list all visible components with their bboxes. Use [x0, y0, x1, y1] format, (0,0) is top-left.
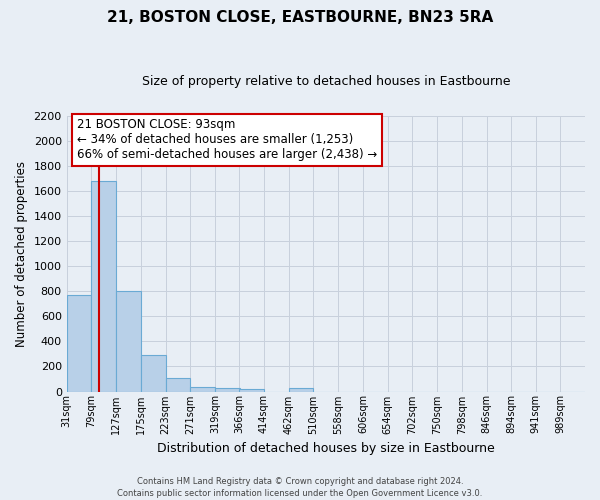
Y-axis label: Number of detached properties: Number of detached properties: [15, 160, 28, 346]
Text: Contains HM Land Registry data © Crown copyright and database right 2024.: Contains HM Land Registry data © Crown c…: [137, 477, 463, 486]
Bar: [67, 295, 91, 392]
Text: 21, BOSTON CLOSE, EASTBOURNE, BN23 5RA: 21, BOSTON CLOSE, EASTBOURNE, BN23 5RA: [107, 10, 493, 25]
X-axis label: Distribution of detached houses by size in Eastbourne: Distribution of detached houses by size …: [157, 442, 495, 455]
Bar: [190, 386, 215, 392]
Bar: [141, 355, 166, 392]
Bar: [91, 181, 116, 392]
Bar: [116, 291, 141, 392]
Bar: [166, 378, 190, 392]
Bar: [289, 388, 313, 392]
Text: 21 BOSTON CLOSE: 93sqm
← 34% of detached houses are smaller (1,253)
66% of semi-: 21 BOSTON CLOSE: 93sqm ← 34% of detached…: [77, 118, 377, 162]
Bar: [239, 389, 264, 392]
Title: Size of property relative to detached houses in Eastbourne: Size of property relative to detached ho…: [142, 75, 510, 88]
Text: Contains public sector information licensed under the Open Government Licence v3: Contains public sector information licen…: [118, 488, 482, 498]
Bar: [215, 388, 240, 392]
